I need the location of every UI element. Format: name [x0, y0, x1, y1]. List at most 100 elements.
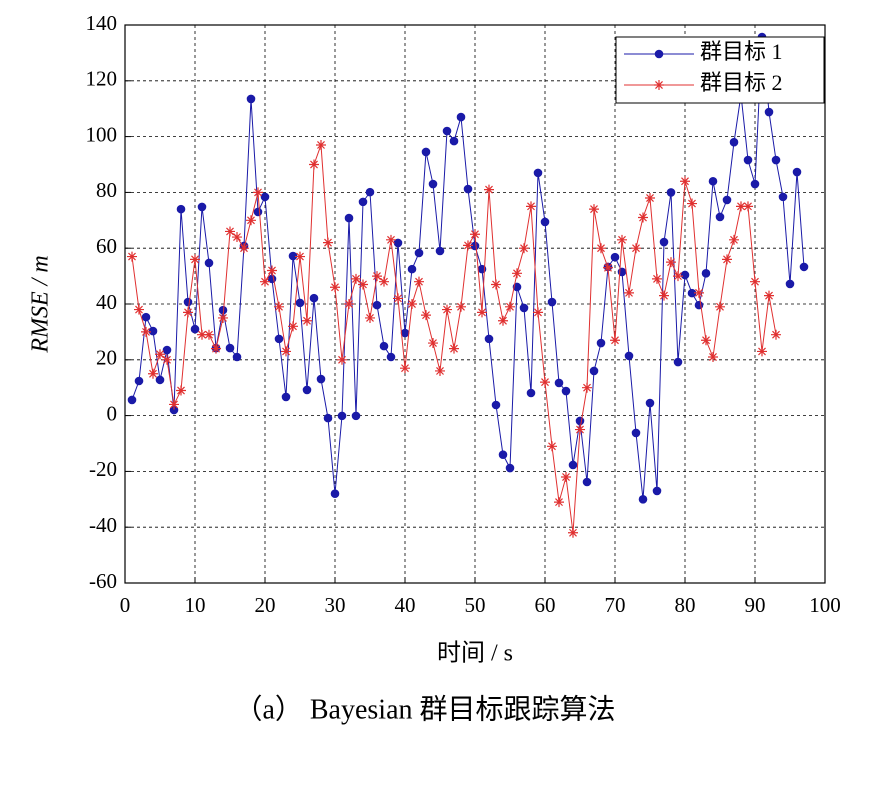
point: [568, 460, 578, 470]
y-tick-label: 100: [86, 122, 118, 146]
point: [554, 378, 564, 388]
point: [610, 335, 620, 346]
point: [162, 345, 172, 355]
point: [386, 352, 396, 362]
point: [428, 179, 438, 189]
point: [197, 329, 207, 340]
point: [316, 374, 326, 384]
point: [246, 94, 256, 104]
point: [148, 368, 158, 379]
point: [372, 271, 382, 282]
point: [421, 147, 431, 157]
point: [708, 352, 718, 363]
plot-frame: [124, 24, 826, 584]
point: [771, 155, 781, 165]
x-axis-label: 时间 / s: [437, 640, 513, 667]
point: [134, 376, 144, 386]
point: [764, 290, 774, 301]
point: [582, 477, 592, 487]
point: [337, 354, 347, 365]
point: [246, 215, 256, 226]
y-tick-label: -20: [89, 457, 117, 481]
point: [386, 234, 396, 245]
point: [260, 192, 270, 202]
point: [701, 269, 711, 278]
point: [428, 338, 438, 349]
point: [750, 179, 760, 189]
point: [631, 243, 641, 254]
caption: （a） Bayesian 群目标跟踪算法: [234, 693, 615, 725]
point: [218, 312, 228, 323]
point: [372, 300, 382, 310]
point: [379, 341, 389, 351]
point: [533, 307, 543, 318]
legend-marker: [654, 49, 664, 59]
point: [204, 258, 214, 268]
point: [330, 282, 340, 293]
point: [190, 254, 200, 265]
point: [673, 271, 683, 282]
point: [134, 304, 144, 315]
point: [645, 398, 655, 408]
point: [750, 276, 760, 287]
point: [778, 192, 788, 202]
point: [323, 237, 333, 248]
point: [302, 315, 312, 326]
point: [743, 155, 753, 165]
point: [491, 279, 501, 290]
point: [155, 375, 165, 385]
point: [596, 338, 606, 348]
point: [127, 251, 137, 262]
point: [540, 217, 550, 227]
point: [638, 495, 648, 504]
point: [421, 310, 431, 321]
point: [701, 335, 711, 346]
y-tick-label: 120: [86, 67, 118, 91]
point: [575, 424, 585, 435]
point: [456, 112, 466, 122]
x-tick-label: 10: [185, 593, 206, 617]
point: [463, 240, 473, 251]
y-tick-label: 140: [86, 11, 118, 35]
point: [764, 107, 774, 117]
point: [323, 413, 333, 423]
point: [442, 126, 452, 136]
x-tick-label: 20: [255, 593, 276, 617]
point: [617, 234, 627, 245]
x-tick-label: 60: [535, 593, 556, 617]
point: [589, 366, 599, 376]
point: [561, 471, 571, 482]
point: [407, 264, 417, 274]
x-tick-label: 80: [675, 593, 696, 617]
point: [722, 254, 732, 265]
point: [232, 352, 242, 362]
point: [211, 343, 221, 354]
point: [694, 287, 704, 298]
point: [295, 298, 305, 308]
point: [288, 321, 298, 332]
point: [330, 489, 340, 499]
point: [239, 243, 249, 254]
point: [610, 252, 620, 262]
point: [547, 441, 557, 452]
legend-box: [615, 36, 825, 104]
point: [162, 354, 172, 365]
point: [141, 312, 151, 322]
point: [575, 416, 585, 426]
point: [358, 279, 368, 290]
point: [232, 232, 242, 243]
point: [204, 329, 214, 340]
y-tick-label: 20: [96, 346, 117, 370]
point: [659, 290, 669, 301]
point: [484, 184, 494, 195]
point: [715, 212, 725, 222]
point: [666, 257, 676, 268]
y-tick-label: 80: [96, 178, 117, 202]
point: [792, 167, 802, 177]
point: [533, 168, 543, 178]
point: [302, 385, 312, 395]
point: [281, 392, 291, 402]
point: [561, 386, 571, 396]
point: [722, 195, 732, 205]
point: [141, 326, 151, 337]
